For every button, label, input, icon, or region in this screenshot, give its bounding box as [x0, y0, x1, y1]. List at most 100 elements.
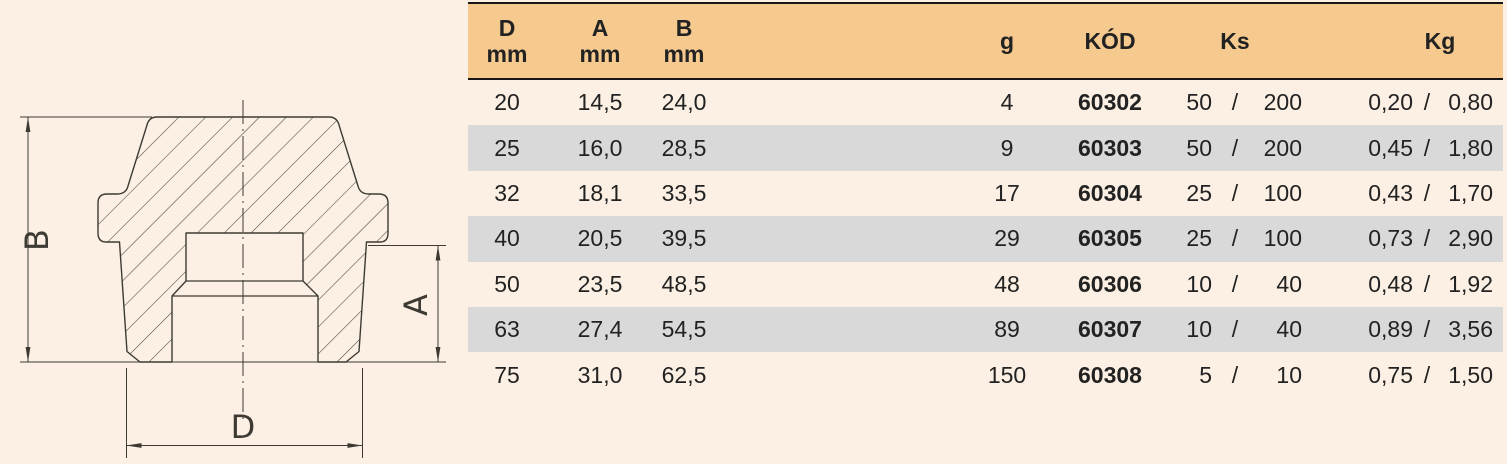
pack-qty-inner: 10: [1186, 316, 1212, 343]
cell-pack-qty: 10 / 40: [1168, 271, 1302, 298]
cell-code: 60305: [1078, 225, 1142, 252]
table-row: 40 20,5 39,5 29 60305 25 / 100 0,73 /: [468, 216, 1503, 262]
col-header-g: g: [999, 28, 1015, 54]
slash-separator: /: [1423, 134, 1431, 161]
col-header-b-symbol: B: [675, 15, 693, 41]
slash-separator: /: [1231, 225, 1239, 252]
cell-pack-weight: 0,73 / 2,90: [1343, 225, 1493, 252]
slash-separator: /: [1231, 316, 1239, 343]
col-header-d-unit: mm: [486, 41, 528, 67]
table-row: 75 31,0 62,5 150 60308 5 / 10 0,75 /: [468, 352, 1503, 397]
table-row: 25 16,0 28,5 9 60303 50 / 200 0,45 /: [468, 125, 1503, 171]
slash-separator: /: [1231, 361, 1239, 388]
cell-code: 60307: [1078, 316, 1142, 343]
slash-separator: /: [1423, 89, 1431, 116]
pack-qty-inner: 50: [1186, 134, 1212, 161]
pack-weight-outer: 2,90: [1448, 225, 1493, 252]
col-header-kod: KÓD: [1084, 28, 1136, 54]
cell-pack-qty: 10 / 40: [1168, 316, 1302, 343]
cell-weight-g: 48: [994, 270, 1020, 297]
table-header: D mm A mm B mm g KÓD Ks Kg: [468, 2, 1503, 80]
col-header-d-symbol: D: [498, 15, 516, 41]
pack-weight-inner: 0,43: [1368, 179, 1413, 206]
product-table: D mm A mm B mm g KÓD Ks Kg 20: [468, 2, 1503, 398]
slash-separator: /: [1231, 179, 1239, 206]
slash-separator: /: [1423, 316, 1431, 343]
slash-separator: /: [1231, 89, 1239, 116]
cell-b-mm: 33,5: [661, 179, 707, 206]
pack-weight-inner: 0,89: [1368, 316, 1413, 343]
slash-separator: /: [1231, 270, 1239, 297]
dimension-a: [435, 245, 441, 362]
pack-qty-outer: 10: [1276, 361, 1302, 388]
cell-weight-g: 4: [1000, 89, 1014, 116]
cell-d-mm: 75: [494, 361, 520, 388]
cell-a-mm: 23,5: [577, 270, 623, 297]
pack-qty-inner: 25: [1186, 225, 1212, 252]
pack-weight-outer: 1,80: [1448, 134, 1493, 161]
cell-b-mm: 24,0: [661, 89, 707, 116]
cell-pack-qty: 50 / 200: [1168, 135, 1302, 162]
slash-separator: /: [1423, 361, 1431, 388]
col-header-ks: Ks: [1220, 28, 1250, 54]
col-header-a-symbol: A: [591, 15, 609, 41]
slash-separator: /: [1231, 134, 1239, 161]
col-header-d: D mm: [468, 4, 546, 78]
dimension-d: [126, 443, 363, 448]
part-section: [97, 116, 389, 363]
cell-b-mm: 39,5: [661, 225, 707, 252]
cell-code: 60304: [1078, 179, 1142, 206]
pack-qty-outer: 200: [1263, 89, 1302, 116]
table-row: 32 18,1 33,5 17 60304 25 / 100 0,43 /: [468, 171, 1503, 216]
table-row: 63 27,4 54,5 89 60307 10 / 40 0,89 /: [468, 306, 1503, 353]
slash-separator: /: [1423, 179, 1431, 206]
dimension-a-label: A: [397, 294, 435, 316]
pack-weight-outer: 1,50: [1448, 361, 1493, 388]
cell-weight-g: 29: [994, 225, 1020, 252]
cell-d-mm: 25: [494, 134, 520, 161]
pack-qty-outer: 40: [1276, 316, 1302, 343]
cell-pack-qty: 25 / 100: [1168, 180, 1302, 207]
cell-d-mm: 63: [494, 316, 520, 343]
slash-separator: /: [1423, 225, 1431, 252]
pack-weight-inner: 0,73: [1368, 225, 1413, 252]
cell-pack-weight: 0,20 / 0,80: [1343, 89, 1493, 116]
cell-weight-g: 89: [994, 316, 1020, 343]
cell-b-mm: 54,5: [661, 316, 707, 343]
pack-qty-outer: 200: [1263, 134, 1302, 161]
cell-b-mm: 62,5: [661, 361, 707, 388]
cell-a-mm: 27,4: [577, 316, 623, 343]
cell-code: 60302: [1078, 89, 1142, 116]
cell-pack-qty: 50 / 200: [1168, 89, 1302, 116]
cell-pack-qty: 5 / 10: [1168, 362, 1302, 389]
cell-code: 60303: [1078, 134, 1142, 161]
pack-weight-outer: 1,70: [1448, 179, 1493, 206]
pack-weight-outer: 1,92: [1448, 270, 1493, 297]
cell-pack-weight: 0,89 / 3,56: [1343, 316, 1493, 343]
pack-qty-outer: 100: [1263, 225, 1302, 252]
table-row: 20 14,5 24,0 4 60302 50 / 200 0,20 /: [468, 80, 1503, 125]
cell-pack-weight: 0,43 / 1,70: [1343, 180, 1493, 207]
cell-code: 60306: [1078, 270, 1142, 297]
pack-qty-inner: 10: [1186, 270, 1212, 297]
pack-weight-inner: 0,48: [1368, 270, 1413, 297]
pack-weight-inner: 0,75: [1368, 361, 1413, 388]
cell-d-mm: 20: [494, 89, 520, 116]
cell-d-mm: 50: [494, 270, 520, 297]
cell-weight-g: 9: [1000, 134, 1014, 161]
pack-weight-inner: 0,20: [1368, 89, 1413, 116]
technical-drawing: B A D: [18, 100, 446, 458]
table-row: 50 23,5 48,5 48 60306 10 / 40 0,48 /: [468, 262, 1503, 307]
cell-d-mm: 40: [494, 225, 520, 252]
col-header-b: B mm: [654, 4, 714, 78]
pack-qty-outer: 100: [1263, 179, 1302, 206]
cell-a-mm: 14,5: [577, 89, 623, 116]
cell-pack-weight: 0,48 / 1,92: [1343, 271, 1493, 298]
cell-pack-weight: 0,45 / 1,80: [1343, 135, 1493, 162]
col-header-a: A mm: [546, 4, 654, 78]
pack-qty-inner: 50: [1186, 89, 1212, 116]
pack-qty-inner: 25: [1186, 179, 1212, 206]
cell-a-mm: 16,0: [577, 134, 623, 161]
cell-b-mm: 28,5: [661, 134, 707, 161]
